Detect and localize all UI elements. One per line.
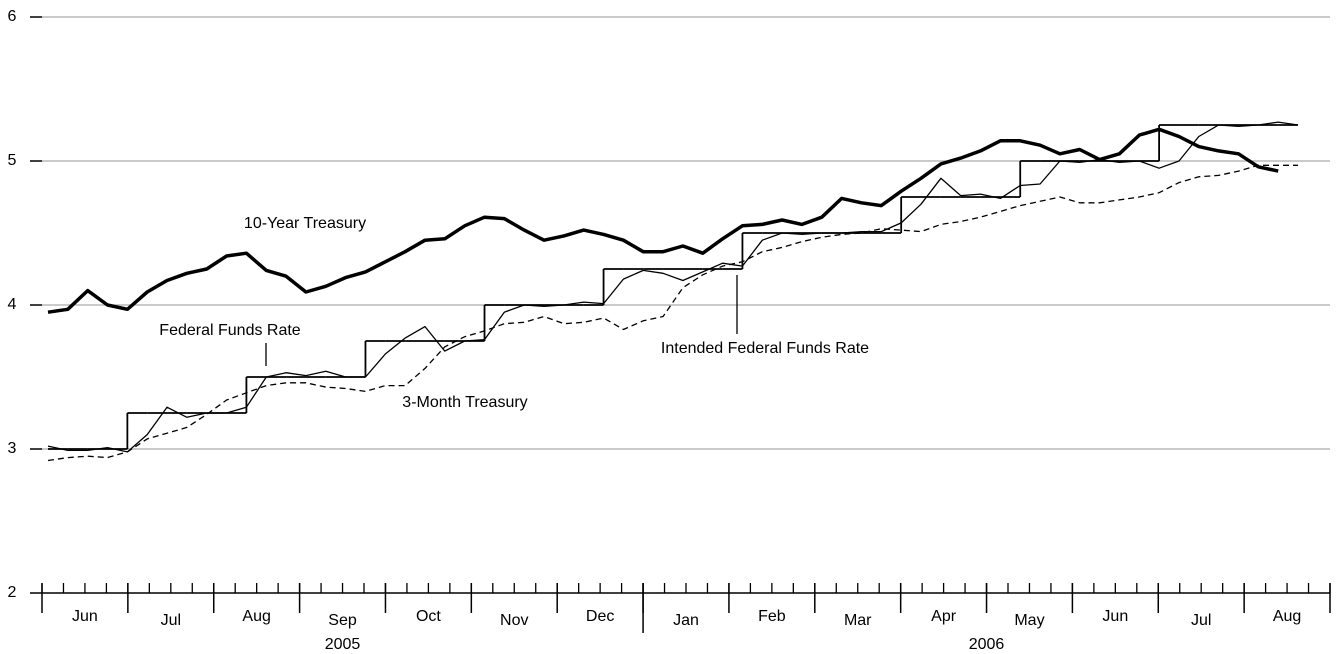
- x-tick-label: Jul: [161, 612, 181, 629]
- x-tick-label: Feb: [758, 608, 786, 625]
- y-tick-label: 4: [8, 296, 17, 313]
- x-tick-label: Oct: [416, 608, 441, 625]
- year-label: 2005: [325, 636, 361, 653]
- series-line: [47, 127, 1279, 314]
- x-tick-label: Aug: [1273, 608, 1301, 625]
- x-tick-label: Jan: [673, 612, 699, 629]
- series-line: [47, 121, 1299, 453]
- y-tick-label: 6: [8, 8, 17, 25]
- series-label: 3-Month Treasury: [402, 394, 527, 411]
- x-tick-label: Apr: [931, 608, 957, 625]
- year-label: 2006: [969, 636, 1005, 653]
- x-tick-label: Sep: [328, 612, 357, 629]
- series-label: Intended Federal Funds Rate: [661, 340, 869, 357]
- series-label: 10-Year Treasury: [244, 215, 366, 232]
- x-tick-label: Jul: [1191, 612, 1211, 629]
- x-tick-label: Mar: [844, 612, 872, 629]
- series-line: [47, 164, 1298, 462]
- x-tick-label: Nov: [500, 612, 528, 629]
- x-tick-label: Dec: [586, 608, 614, 625]
- x-tick-label: Aug: [242, 608, 270, 625]
- x-tick-label: May: [1014, 612, 1044, 629]
- y-tick-label: 2: [8, 584, 17, 601]
- x-tick-label: Jun: [72, 608, 98, 625]
- y-tick-label: 5: [8, 152, 17, 169]
- y-tick-label: 3: [8, 440, 17, 457]
- series-label: Federal Funds Rate: [159, 322, 301, 339]
- x-tick-label: Jun: [1102, 608, 1128, 625]
